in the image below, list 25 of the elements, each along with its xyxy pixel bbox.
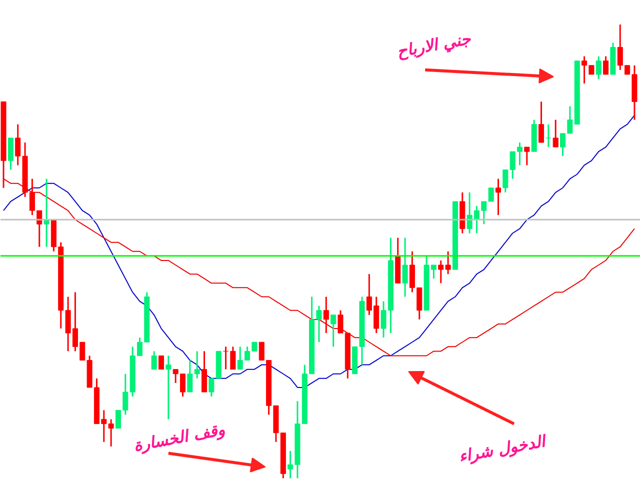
candlestick bbox=[596, 56, 602, 80]
annotation: الدخول شراء bbox=[457, 431, 550, 467]
candlestick bbox=[202, 350, 208, 393]
candlestick bbox=[380, 300, 386, 338]
candlestick bbox=[603, 56, 609, 76]
candlestick bbox=[288, 450, 294, 479]
candlestick bbox=[166, 354, 172, 420]
annotation: وقف الخسارة bbox=[132, 420, 227, 456]
candlestick bbox=[208, 378, 214, 398]
candlestick bbox=[151, 350, 157, 370]
candlestick bbox=[8, 137, 14, 170]
candlestick bbox=[502, 168, 508, 194]
candlestick bbox=[524, 146, 530, 166]
candlestick bbox=[552, 119, 558, 148]
candlestick bbox=[538, 100, 544, 144]
candlestick bbox=[330, 314, 336, 348]
candlestick bbox=[402, 237, 408, 298]
candlestick bbox=[194, 350, 200, 380]
annotation: جني الارباح bbox=[395, 28, 474, 62]
candlestick bbox=[108, 418, 114, 448]
candlestick bbox=[187, 360, 193, 393]
candlestick bbox=[546, 124, 552, 148]
candlestick bbox=[158, 354, 164, 370]
candlestick bbox=[495, 178, 501, 216]
candlestick bbox=[323, 296, 329, 334]
